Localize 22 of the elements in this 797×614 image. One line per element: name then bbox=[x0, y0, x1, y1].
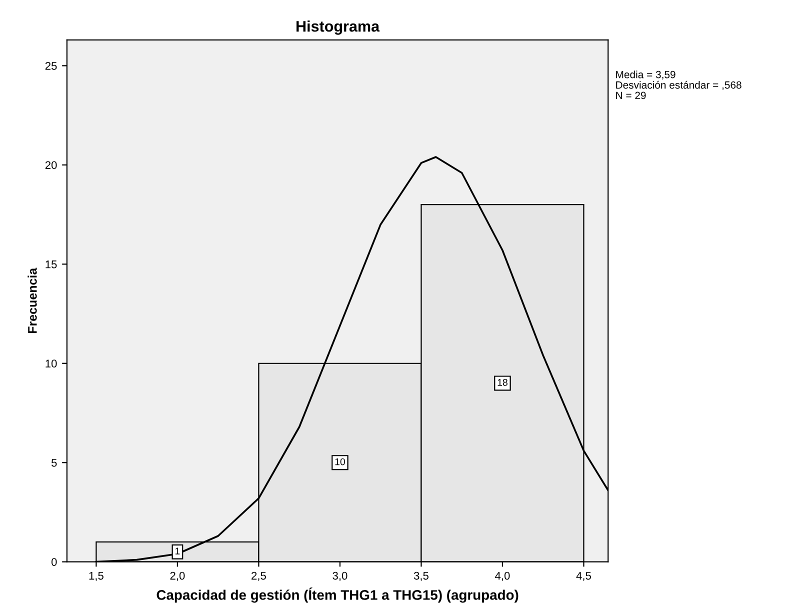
x-tick-label: 1,5 bbox=[89, 572, 104, 582]
y-axis-title: Frecuencia bbox=[28, 268, 37, 334]
y-tick-label: 15 bbox=[46, 260, 57, 268]
x-tick-label: 2,0 bbox=[170, 572, 185, 582]
x-tick-label: 3,5 bbox=[414, 572, 428, 582]
y-tick-label: 10 bbox=[46, 360, 57, 368]
text: N = 29 bbox=[616, 92, 646, 100]
y-tick-label: 5 bbox=[51, 458, 57, 467]
data-label: 1 bbox=[175, 548, 180, 554]
y-tick-label: 25 bbox=[45, 62, 57, 70]
chart-title: Histograma bbox=[296, 20, 380, 35]
y-tick-label: 0 bbox=[51, 558, 57, 566]
y-tick-label: 20 bbox=[45, 161, 57, 170]
x-tick-label: 4,5 bbox=[576, 572, 591, 582]
x-tick-label: 3,0 bbox=[332, 572, 348, 582]
x-axis-title: Capacidad de gestión (Ítem THG1 a THG15) (agrupado) bbox=[156, 587, 518, 603]
x-tick-label: 4,0 bbox=[495, 572, 510, 582]
x-tick-label: 2,5 bbox=[252, 572, 266, 582]
data-label: 10 bbox=[335, 458, 345, 466]
text: Media = 3,59 bbox=[616, 70, 676, 80]
data-label: 18 bbox=[498, 378, 508, 386]
text: Desviación estándar = ,568 bbox=[616, 80, 742, 90]
